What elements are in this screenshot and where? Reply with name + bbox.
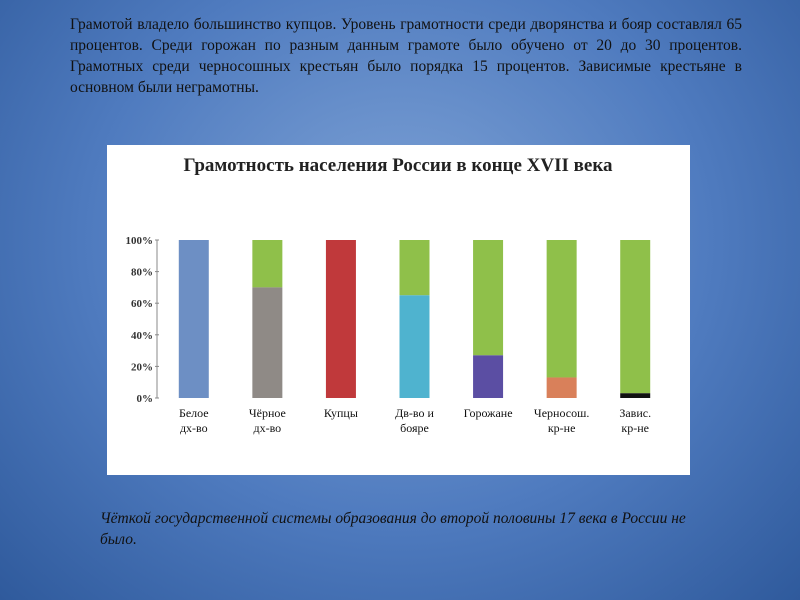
remainder-bar: [546, 240, 577, 378]
bar: [620, 393, 651, 398]
y-tick-label: 60%: [131, 298, 153, 310]
bar: [473, 355, 504, 398]
chart-svg: Грамотность населения России в конце XVI…: [126, 155, 651, 405]
x-tick-label: Купцы: [323, 406, 358, 420]
intro-text: Грамотой владело большинство купцов. Уро…: [70, 16, 742, 96]
remainder-bar: [252, 240, 283, 288]
y-tick-label: 100%: [126, 235, 154, 247]
x-tick-label: Черносош. кр-не: [533, 406, 590, 435]
bar: [399, 295, 430, 398]
bar: [325, 240, 356, 398]
x-tick-label: Чёрное дх-во: [248, 406, 286, 435]
y-tick-label: 20%: [131, 361, 153, 373]
chart: Грамотность населения России в конце XVI…: [107, 145, 690, 475]
chart-title: Грамотность населения России в конце XVI…: [183, 155, 613, 176]
bar: [546, 377, 577, 398]
remainder-bar: [620, 240, 651, 394]
y-tick-label: 40%: [131, 330, 153, 342]
bar: [178, 240, 209, 398]
x-tick-label: Дв-во и бояре: [395, 406, 434, 435]
bar: [252, 287, 283, 398]
y-tick-label: 0%: [137, 393, 154, 405]
remainder-bar: [473, 240, 504, 356]
x-tick-label: Завис. кр-не: [619, 406, 652, 435]
note-text: Чёткой государственной системы образован…: [100, 510, 686, 548]
x-tick-label: Белое дх-во: [178, 406, 209, 435]
y-tick-label: 80%: [131, 267, 153, 279]
x-tick-label: Горожане: [463, 406, 513, 420]
remainder-bar: [399, 240, 430, 296]
